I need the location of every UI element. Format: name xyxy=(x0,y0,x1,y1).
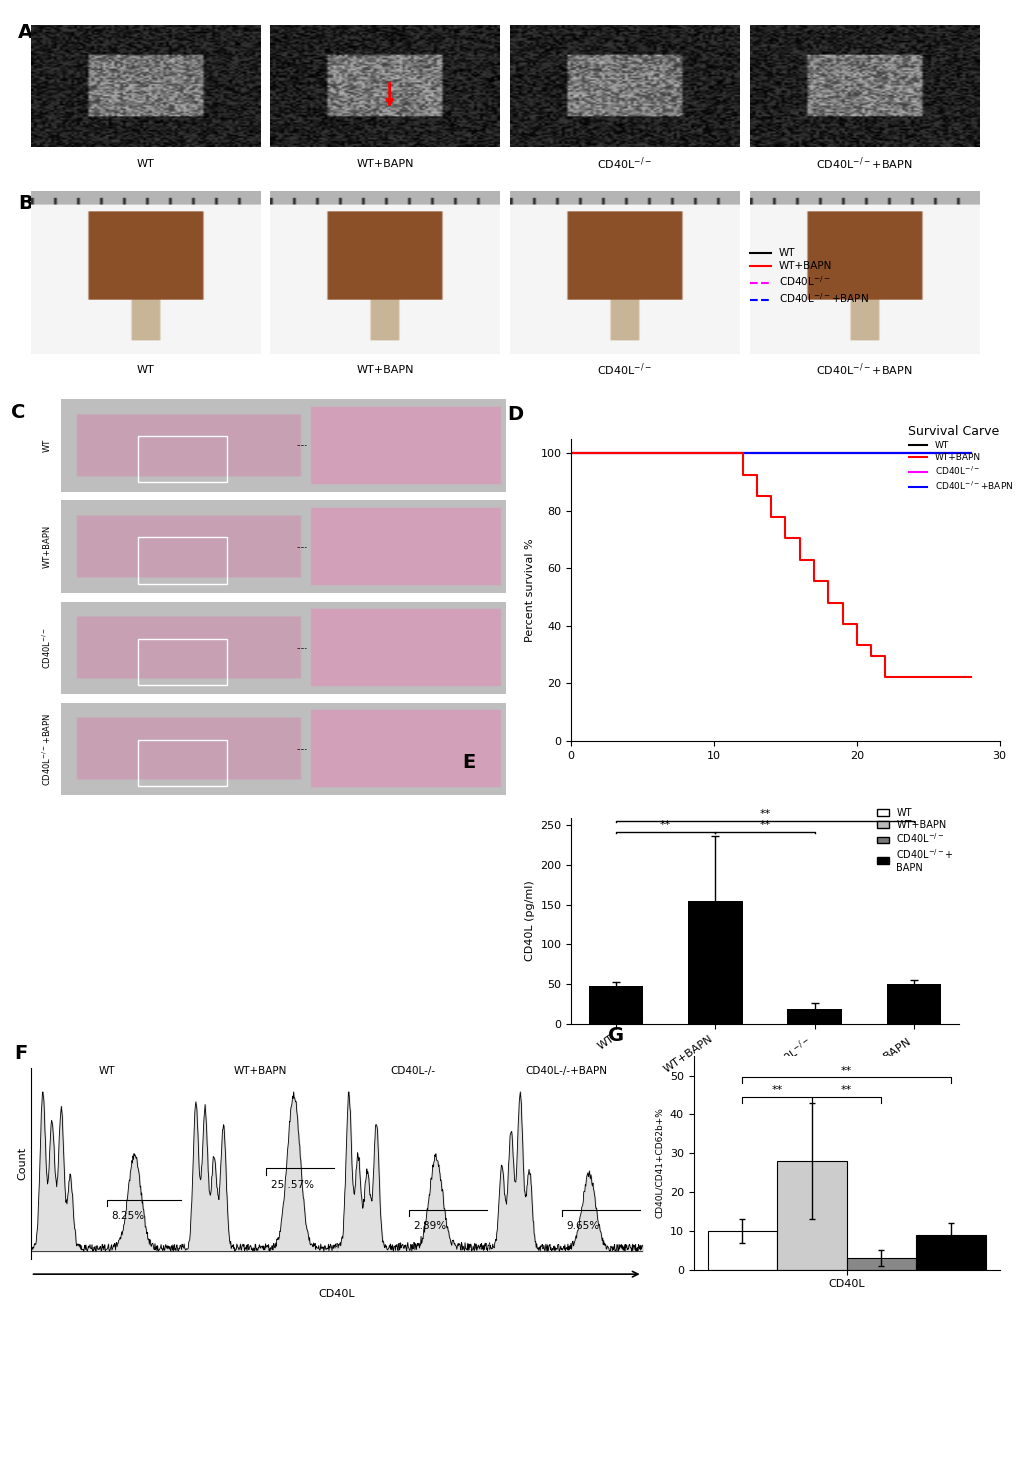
Bar xyxy=(138,739,227,787)
Text: WT: WT xyxy=(137,365,154,374)
Text: **: ** xyxy=(770,1086,782,1094)
Text: WT+BAPN: WT+BAPN xyxy=(43,524,51,569)
Text: CD40L-/-: CD40L-/- xyxy=(390,1066,435,1075)
Y-axis label: CD40L/CD41+CD62b+%: CD40L/CD41+CD62b+% xyxy=(654,1108,663,1218)
Text: WT: WT xyxy=(137,159,154,168)
Text: 9.65%: 9.65% xyxy=(566,1221,598,1231)
Bar xyxy=(138,538,227,583)
Bar xyxy=(588,985,643,1024)
Text: A: A xyxy=(18,24,33,43)
Y-axis label: CD40L (pg/ml): CD40L (pg/ml) xyxy=(525,881,534,960)
Legend: WT, WT+BAPN, CD40L$^{-/-}$, CD40L$^{-/-}$+
BAPN: WT, WT+BAPN, CD40L$^{-/-}$, CD40L$^{-/-}… xyxy=(876,807,954,872)
Bar xyxy=(915,1234,984,1270)
Text: WT+BAPN: WT+BAPN xyxy=(356,159,414,168)
Text: G: G xyxy=(607,1027,624,1046)
Bar xyxy=(688,901,742,1024)
Bar xyxy=(886,984,941,1024)
Text: 25 .57%: 25 .57% xyxy=(271,1180,314,1190)
Y-axis label: Percent survival %: Percent survival % xyxy=(525,538,534,642)
Text: WT: WT xyxy=(43,439,51,452)
Text: CD40L$^{-/-}$+BAPN: CD40L$^{-/-}$+BAPN xyxy=(815,361,912,379)
Legend: WT, WT+BAPN, CD40L$^{-/-}$, CD40L$^{-/-}$+BAPN: WT, WT+BAPN, CD40L$^{-/-}$, CD40L$^{-/-}… xyxy=(749,249,868,305)
Text: CD40L-/-+BAPN: CD40L-/-+BAPN xyxy=(525,1066,606,1075)
Text: 8.25%: 8.25% xyxy=(112,1211,145,1221)
Bar xyxy=(707,1231,776,1270)
Text: CD40L$^{-/-}$+BAPN: CD40L$^{-/-}$+BAPN xyxy=(815,155,912,172)
Text: F: F xyxy=(14,1044,26,1062)
Text: **: ** xyxy=(758,809,770,819)
Text: CD40L$^{-/-}$: CD40L$^{-/-}$ xyxy=(596,361,652,379)
Text: WT: WT xyxy=(99,1066,115,1075)
Text: **: ** xyxy=(840,1065,852,1075)
Text: CD40L: CD40L xyxy=(318,1289,355,1299)
Text: CD40L$^{-/-}$+BAPN: CD40L$^{-/-}$+BAPN xyxy=(41,713,53,785)
Text: 2.89%: 2.89% xyxy=(413,1221,445,1231)
Text: **: ** xyxy=(758,820,770,831)
Text: **: ** xyxy=(840,1086,852,1094)
Bar xyxy=(138,436,227,482)
Text: Survival Carve: Survival Carve xyxy=(908,424,999,437)
Text: D: D xyxy=(506,405,523,424)
Bar xyxy=(138,639,227,685)
Text: E: E xyxy=(463,753,476,772)
Bar xyxy=(787,1009,841,1024)
Bar xyxy=(776,1161,846,1270)
Y-axis label: Count: Count xyxy=(17,1147,28,1180)
Text: WT+BAPN: WT+BAPN xyxy=(233,1066,286,1075)
Text: CD40L$^{-/-}$: CD40L$^{-/-}$ xyxy=(41,627,53,669)
Text: **: ** xyxy=(659,820,671,831)
Text: WT+BAPN: WT+BAPN xyxy=(356,365,414,374)
Bar xyxy=(846,1258,915,1270)
Text: CD40L$^{-/-}$: CD40L$^{-/-}$ xyxy=(596,155,652,172)
Text: B: B xyxy=(18,194,33,214)
Legend: WT, WT+BAPN, CD40L$^{-/-}$, CD40L$^{-/-}$+BAPN: WT, WT+BAPN, CD40L$^{-/-}$, CD40L$^{-/-}… xyxy=(905,437,1016,495)
Text: C: C xyxy=(10,404,25,421)
